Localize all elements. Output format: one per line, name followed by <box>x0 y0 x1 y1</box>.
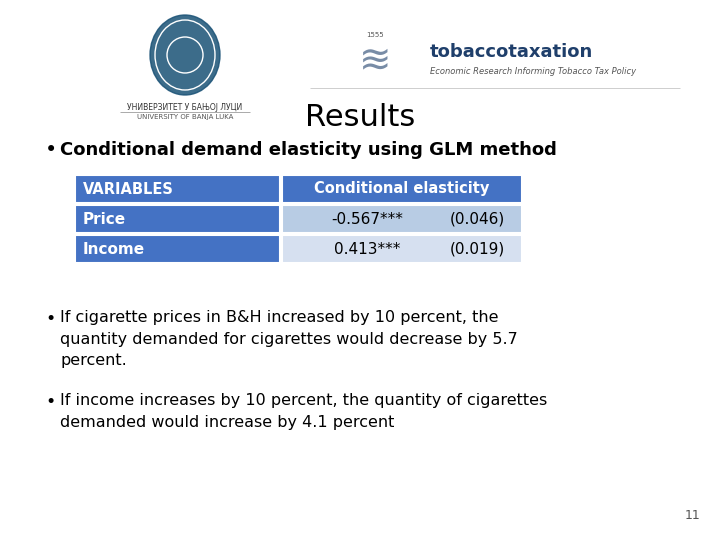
Text: Results: Results <box>305 104 415 132</box>
Text: •: • <box>45 310 55 328</box>
Text: (0.046): (0.046) <box>449 212 505 226</box>
FancyBboxPatch shape <box>282 175 522 203</box>
Text: tobaccotaxation: tobaccotaxation <box>430 43 593 61</box>
Text: If income increases by 10 percent, the quantity of cigarettes
demanded would inc: If income increases by 10 percent, the q… <box>60 393 547 430</box>
Text: •: • <box>45 140 58 160</box>
Text: UNIVERSITY OF BANJA LUKA: UNIVERSITY OF BANJA LUKA <box>137 114 233 120</box>
FancyBboxPatch shape <box>75 205 280 233</box>
FancyBboxPatch shape <box>282 235 522 263</box>
Text: Economic Research Informing Tobacco Tax Policy: Economic Research Informing Tobacco Tax … <box>430 68 636 77</box>
Text: VARIABLES: VARIABLES <box>83 181 174 197</box>
Ellipse shape <box>150 15 220 95</box>
Text: Conditional demand elasticity using GLM method: Conditional demand elasticity using GLM … <box>60 141 557 159</box>
FancyBboxPatch shape <box>282 205 522 233</box>
Text: УНИВЕРЗИТЕТ У БАЊОЈ ЛУЦИ: УНИВЕРЗИТЕТ У БАЊОЈ ЛУЦИ <box>127 103 243 112</box>
Text: (0.019): (0.019) <box>449 241 505 256</box>
Text: Income: Income <box>83 241 145 256</box>
FancyBboxPatch shape <box>75 235 280 263</box>
Text: 0.413***: 0.413*** <box>334 241 400 256</box>
Text: Price: Price <box>83 212 126 226</box>
Text: ≋: ≋ <box>359 41 391 79</box>
Text: 11: 11 <box>684 509 700 522</box>
Text: •: • <box>45 393 55 411</box>
FancyBboxPatch shape <box>75 175 280 203</box>
Text: -0.567***: -0.567*** <box>331 212 403 226</box>
Text: If cigarette prices in B&H increased by 10 percent, the
quantity demanded for ci: If cigarette prices in B&H increased by … <box>60 310 518 368</box>
Text: 1555: 1555 <box>366 32 384 38</box>
Text: Conditional elasticity: Conditional elasticity <box>315 181 490 197</box>
